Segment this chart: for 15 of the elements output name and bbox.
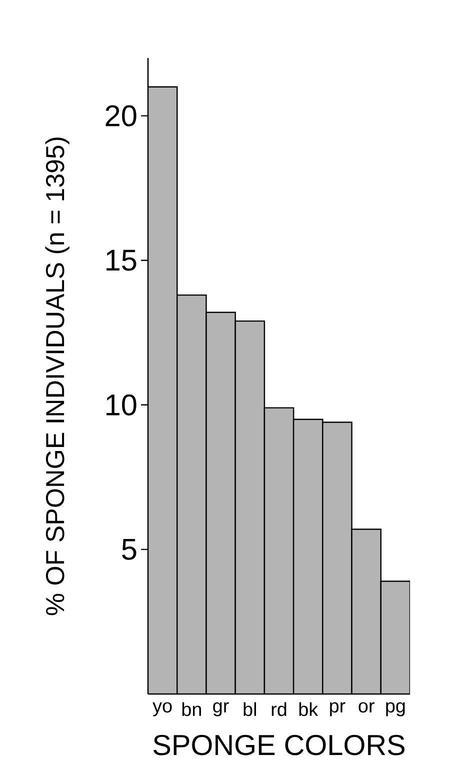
x-axis-title: SPONGE COLORS	[153, 734, 404, 756]
x-tick-label: pg	[386, 702, 405, 716]
x-tick-label: bn	[182, 702, 201, 716]
y-tick-label: 15	[106, 250, 136, 271]
x-tick-label: rd	[272, 702, 286, 716]
y-tick-label: 20	[106, 105, 136, 126]
x-tick-label: pr	[330, 702, 346, 716]
y-axis-title: % OF SPONGE INDIVIDUALS (n = 1395)	[45, 138, 70, 616]
x-tick-label: gr	[213, 702, 229, 716]
x-tick-label: yo	[152, 702, 172, 716]
y-tick-label: 10	[106, 394, 136, 416]
x-tick-label: or	[358, 702, 374, 713]
x-tick-label: bk	[299, 702, 318, 716]
y-tick-label: 5	[122, 539, 136, 560]
x-tick-label: bl	[244, 702, 256, 716]
